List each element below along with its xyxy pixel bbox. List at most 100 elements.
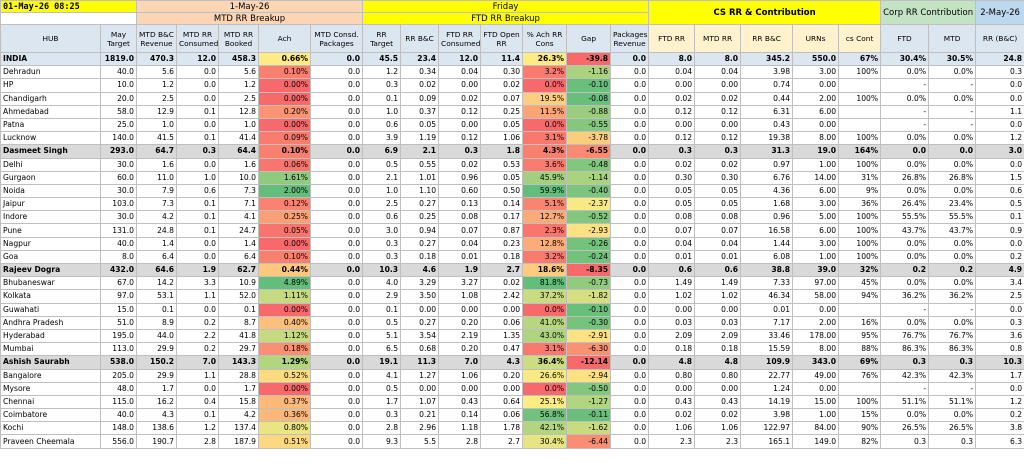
column-header: RR Target (362, 24, 402, 53)
cell: 18.6% (522, 262, 568, 278)
cell: 2.3 (648, 434, 696, 449)
cell: 0.0 (610, 65, 650, 80)
cell: 40.0 (99, 408, 138, 423)
cell: 0.0 (610, 315, 650, 330)
cell: 100% (838, 223, 882, 238)
cell: 1.0 (136, 117, 178, 133)
cell: 0.37% (258, 394, 312, 410)
hub-name: Coimbatore (0, 408, 101, 423)
cell: 0.0 (610, 276, 650, 291)
cell: 0.0 (310, 276, 364, 291)
cell: 0.2 (880, 262, 930, 278)
cell: -8.35 (566, 262, 612, 278)
cell: 0.8 (975, 342, 1024, 357)
cell: 0.0 (975, 117, 1024, 133)
table-row: Coimbatore 40.0 4.3 0.1 4.2 0.36% 0.0 0.3 0.21 0.… (0, 408, 1024, 423)
table-row: Guwahati 15.0 0.1 0.0 0.1 0.00% 0.0 0.1 0.00 0.00… (0, 302, 1024, 317)
hub-name: Pune (0, 223, 101, 238)
cell: 0.0% (880, 249, 930, 265)
table-row: Andhra Pradesh 51.0 8.9 0.2 8.7 0.40% 0.0 0.5 0.… (0, 315, 1024, 330)
cell: 0.0% (928, 183, 977, 199)
table-row: Chandigarh 20.0 2.5 0.0 2.5 0.00% 0.0 0.1 0.09 0.… (0, 91, 1024, 106)
column-header: RR (B&C) (975, 24, 1024, 53)
cell: 10.0 (99, 78, 138, 93)
cell: 4.3 (136, 408, 178, 423)
cell: 0.27 (400, 236, 440, 251)
cell: 29.7 (218, 342, 260, 357)
cell: 90% (838, 421, 882, 436)
cell: -2.37 (566, 197, 612, 212)
cell: 0.0 (310, 131, 364, 146)
cell: 0.1 (362, 302, 402, 317)
cell: 0.00 (648, 302, 696, 317)
cell: 51.1% (928, 394, 977, 410)
cell: 31% (838, 170, 882, 185)
cell: 1.6 (218, 157, 260, 172)
cell: 4.2 (218, 408, 260, 423)
hub-name: Indore (0, 210, 101, 225)
column-header: MTD RR (694, 24, 742, 53)
cell: 0.17 (480, 210, 524, 225)
cell: 0.0 (310, 421, 364, 436)
cell: -2.91 (566, 328, 612, 344)
cell: 0.0 (310, 355, 364, 370)
cell: 0.23 (480, 236, 524, 251)
cell: 100% (838, 394, 882, 410)
cell: 0.80 (694, 368, 742, 383)
cell: 0.5 (975, 197, 1024, 212)
cell: 1.35 (480, 328, 524, 344)
column-header: FTD RR Consumed (438, 24, 482, 53)
cell: 0.0 (610, 328, 650, 344)
cell: 1.2 (975, 131, 1024, 146)
column-header: Gap (566, 24, 612, 53)
cell: 0.1 (176, 223, 220, 238)
cell: 0.08 (694, 210, 742, 225)
cell: 0.64 (480, 394, 524, 410)
cell: 0.02 (648, 157, 696, 172)
column-header: % Ach RR Cons (522, 24, 568, 53)
cell: 1.0 (362, 183, 402, 199)
cell: 0.10% (258, 249, 312, 265)
cell: 6.4 (218, 249, 260, 265)
cell: 0.6 (176, 183, 220, 199)
cell: 8.9 (136, 315, 178, 330)
cell: 0.05 (648, 197, 696, 212)
cell: 1.7 (136, 381, 178, 396)
cell: 0.00 (400, 381, 440, 396)
cell: 0.00% (258, 91, 312, 106)
cell: 0.0 (610, 144, 650, 159)
cell: 0.00% (258, 302, 312, 317)
table-row: Hyderabad 195.0 44.0 2.2 41.8 1.12% 0.0 5.1 3.54… (0, 328, 1024, 344)
cell: 2.96 (400, 421, 440, 436)
cell: 3.27 (438, 276, 482, 291)
table-row: Rajeev Dogra 432.0 64.6 1.9 62.7 0.44% 0.0 10.3… (0, 262, 1024, 278)
cell: 43.7% (880, 223, 930, 238)
cell: 81.8% (522, 276, 568, 291)
cell: 0.0% (928, 91, 977, 106)
cell: 64.4 (218, 144, 260, 159)
cell: 0.53 (480, 157, 524, 172)
cell: 0.36% (258, 408, 312, 423)
cell: 19.5% (522, 91, 568, 106)
cell: 1.9 (176, 262, 220, 278)
cell: 30.5% (928, 51, 977, 67)
cell: 2.9 (362, 289, 402, 304)
cell: 7.1 (218, 197, 260, 212)
cell: 0.02 (694, 157, 742, 172)
cell: 0.09% (258, 131, 312, 146)
cell: 0.30 (694, 170, 742, 185)
cell: 55.5% (880, 210, 930, 225)
cell: 2.5 (975, 289, 1024, 304)
cell: 4.89% (258, 276, 312, 291)
column-header: HUB (0, 24, 101, 53)
cell: 5.6 (218, 65, 260, 80)
cell: 0.06 (480, 408, 524, 423)
cell: 1.11% (258, 289, 312, 304)
cell: 4.2 (136, 210, 178, 225)
cell: 6.4 (136, 249, 178, 265)
cell: 0.0 (610, 421, 650, 436)
cell: 0.00 (792, 78, 840, 93)
cell: 1.08 (438, 289, 482, 304)
cell: 11.3 (400, 355, 440, 370)
table-row: INDIA 1819.0 470.3 12.0 458.3 0.66% 0.0 45.5 23.… (0, 51, 1024, 67)
